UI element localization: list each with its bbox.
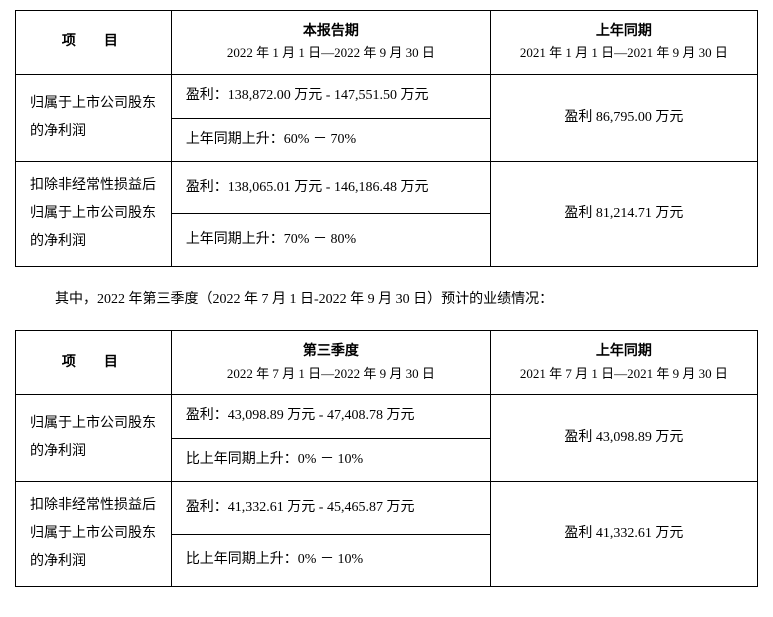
row-label: 扣除非经常性损益后归属于上市公司股东的净利润 [16,482,172,587]
table-q3: 项 目 第三季度 2022 年 7 月 1 日—2022 年 9 月 30 日 … [15,330,758,587]
table-row: 归属于上市公司股东的净利润 盈利：138,872.00 万元 - 147,551… [16,75,758,118]
header-current-period: 本报告期 2022 年 1 月 1 日—2022 年 9 月 30 日 [171,11,490,75]
row-label: 归属于上市公司股东的净利润 [16,75,172,162]
prior-cell: 盈利 43,098.89 万元 [490,395,757,482]
row-label: 归属于上市公司股东的净利润 [16,395,172,482]
change-cell: 比上年同期上升：0% － 10% [171,438,490,481]
prior-cell: 盈利 86,795.00 万元 [490,75,757,162]
profit-cell: 盈利：138,065.01 万元 - 146,186.48 万元 [171,161,490,214]
table-header-row: 项 目 第三季度 2022 年 7 月 1 日—2022 年 9 月 30 日 … [16,331,758,395]
header-current-title: 本报告期 [180,21,482,43]
change-cell: 比上年同期上升：0% － 10% [171,534,490,587]
prior-cell: 盈利 41,332.61 万元 [490,482,757,587]
table-row: 扣除非经常性损益后归属于上市公司股东的净利润 盈利：138,065.01 万元 … [16,161,758,214]
header-item: 项 目 [16,11,172,75]
profit-cell: 盈利：138,872.00 万元 - 147,551.50 万元 [171,75,490,118]
header-item: 项 目 [16,331,172,395]
profit-cell: 盈利：41,332.61 万元 - 45,465.87 万元 [171,482,490,535]
header-prior-period: 上年同期 2021 年 7 月 1 日—2021 年 9 月 30 日 [490,331,757,395]
table-header-row: 项 目 本报告期 2022 年 1 月 1 日—2022 年 9 月 30 日 … [16,11,758,75]
header-prior-title: 上年同期 [499,341,749,363]
profit-cell: 盈利：43,098.89 万元 - 47,408.78 万元 [171,395,490,438]
table-report-period: 项 目 本报告期 2022 年 1 月 1 日—2022 年 9 月 30 日 … [15,10,758,267]
header-prior-title: 上年同期 [499,21,749,43]
change-cell: 上年同期上升：70% － 80% [171,214,490,267]
table-row: 归属于上市公司股东的净利润 盈利：43,098.89 万元 - 47,408.7… [16,395,758,438]
header-current-title: 第三季度 [180,341,482,363]
change-cell: 上年同期上升：60% － 70% [171,118,490,161]
header-current-period: 第三季度 2022 年 7 月 1 日—2022 年 9 月 30 日 [171,331,490,395]
header-current-range: 2022 年 7 月 1 日—2022 年 9 月 30 日 [180,364,482,385]
header-prior-period: 上年同期 2021 年 1 月 1 日—2021 年 9 月 30 日 [490,11,757,75]
prior-cell: 盈利 81,214.71 万元 [490,161,757,266]
header-prior-range: 2021 年 7 月 1 日—2021 年 9 月 30 日 [499,364,749,385]
table-row: 扣除非经常性损益后归属于上市公司股东的净利润 盈利：41,332.61 万元 -… [16,482,758,535]
header-current-range: 2022 年 1 月 1 日—2022 年 9 月 30 日 [180,43,482,64]
caption-text: 其中，2022 年第三季度（2022 年 7 月 1 日-2022 年 9 月 … [15,287,758,312]
header-prior-range: 2021 年 1 月 1 日—2021 年 9 月 30 日 [499,43,749,64]
row-label: 扣除非经常性损益后归属于上市公司股东的净利润 [16,161,172,266]
